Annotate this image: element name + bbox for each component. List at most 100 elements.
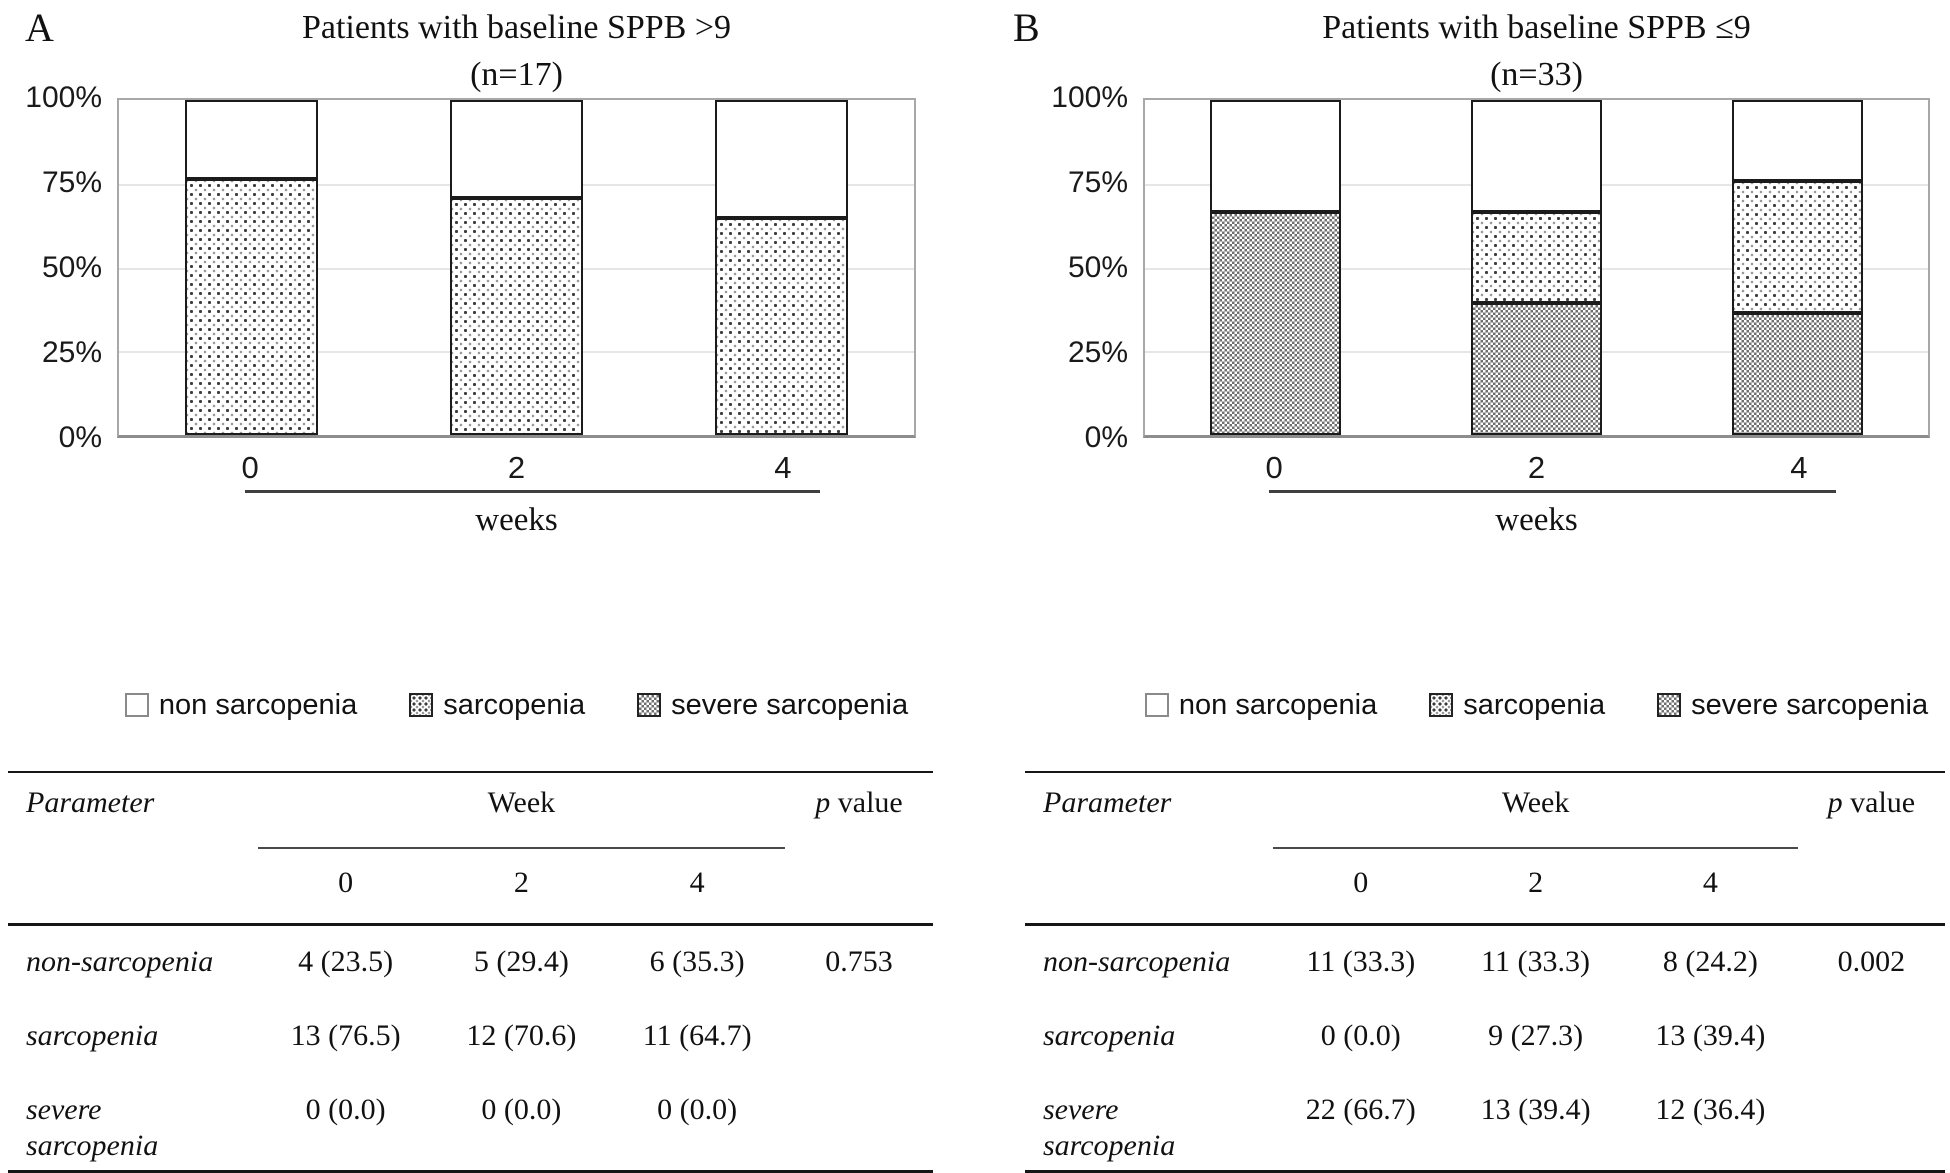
- table-cell: 11 (33.3): [1448, 923, 1623, 1000]
- x-tick: 2: [1527, 450, 1546, 485]
- segment-sarcopenia: [450, 198, 583, 435]
- chart-b-y-axis: 100% 75% 50% 25% 0%: [975, 81, 1143, 454]
- chart-a-bars: [119, 100, 914, 435]
- table-cell: 22 (66.7): [1305, 1093, 1416, 1126]
- stacked-bar-week4: [715, 100, 848, 435]
- table-cell: 0 (0.0): [305, 1093, 386, 1126]
- column-header-parameter: Parameter: [1043, 786, 1172, 819]
- chart-a-plot-area: [117, 98, 916, 438]
- p-value-cell: [785, 1000, 933, 1074]
- segment-severe-sarcopenia: [1732, 313, 1863, 435]
- summary-table-b: Parameter Week p value 0 2 4 non-sarcope…: [1025, 771, 1945, 1173]
- table-row: sarcopenia 13 (76.5) 12 (70.6) 11 (64.7): [8, 1000, 933, 1074]
- empty-header: [785, 848, 933, 925]
- segment-non-sarcopenia: [185, 100, 318, 179]
- y-tick: 25%: [41, 336, 102, 369]
- non-sarcopenia-swatch-icon: [124, 693, 149, 717]
- segment-non-sarcopenia: [715, 100, 848, 219]
- p-value-cell: [1798, 1000, 1945, 1074]
- segment-sarcopenia: [715, 218, 848, 435]
- x-tick: 4: [1790, 450, 1808, 485]
- bar-slot-week0: [119, 100, 384, 435]
- non-sarcopenia-swatch-icon: [1144, 693, 1169, 717]
- sarcopenia-swatch-icon: [1429, 693, 1454, 717]
- chart-a: 100% 75% 50% 25% 0%: [0, 81, 975, 454]
- chart-a-title-line2: (n=17): [470, 56, 563, 93]
- table-cell: 11 (33.3): [1273, 923, 1449, 1000]
- table-row: non-sarcopenia 11 (33.3) 11 (33.3) 8 (24…: [1025, 923, 1945, 1000]
- legend-item-non-sarcopenia: non sarcopenia: [124, 689, 357, 722]
- p-italic: p: [815, 786, 831, 819]
- panel-a-letter: A: [25, 5, 54, 50]
- segment-severe-sarcopenia: [1471, 303, 1602, 435]
- table-row: sarcopenia 0 (0.0) 9 (27.3) 13 (39.4): [1025, 1000, 1945, 1074]
- bar-slot-week4: [1667, 100, 1928, 435]
- week-subheader: 0: [338, 866, 354, 899]
- empty-header: [1798, 848, 1945, 925]
- empty-header: [8, 848, 258, 925]
- severe-sarcopenia-swatch-icon: [1657, 693, 1682, 717]
- week-subheader: 0: [1353, 866, 1369, 899]
- x-axis-rule-wrap: [1143, 490, 1930, 493]
- bar-slot-week2: [1406, 100, 1667, 435]
- chart-b: 100% 75% 50% 25% 0%: [975, 81, 1950, 454]
- p-value-cell: [785, 1074, 933, 1172]
- chart-b-title-line1: Patients with baseline SPPB ≤9: [1322, 9, 1751, 46]
- x-tick: 0: [1265, 450, 1283, 485]
- stacked-bar-week0: [185, 100, 318, 435]
- x-axis-rule-wrap: [117, 490, 916, 493]
- column-header-parameter: Parameter: [26, 786, 155, 819]
- stacked-bar-week2: [1471, 100, 1602, 435]
- y-tick: 75%: [1067, 166, 1128, 199]
- chart-b-plot-area: [1143, 98, 1930, 438]
- legend-label: sarcopenia: [443, 688, 586, 721]
- severe-sarcopenia-swatch-icon: [637, 693, 662, 717]
- y-tick: 25%: [1067, 336, 1128, 369]
- segment-sarcopenia: [185, 178, 318, 435]
- segment-sarcopenia: [1732, 181, 1863, 314]
- chart-a-y-axis: 100% 75% 50% 25% 0%: [0, 81, 117, 454]
- x-tick: 0: [241, 450, 259, 485]
- chart-a-x-axis-title: weeks: [475, 502, 558, 538]
- bar-slot-week2: [384, 100, 649, 435]
- chart-a-title: Patients with baseline SPPB >9 (n=17): [117, 4, 916, 98]
- table-cell: 13 (39.4): [1655, 1019, 1766, 1052]
- p-italic: p: [1827, 786, 1843, 819]
- table-cell: 13 (76.5): [290, 1019, 401, 1052]
- legend-label: severe sarcopenia: [671, 688, 909, 721]
- segment-sarcopenia: [1471, 211, 1602, 303]
- table-row: non-sarcopenia 4 (23.5) 5 (29.4) 6 (35.3…: [8, 923, 933, 1000]
- row-label: severe sarcopenia: [1043, 1093, 1176, 1162]
- chart-a-title-line1: Patients with baseline SPPB >9: [301, 9, 732, 46]
- y-tick: 0%: [58, 421, 102, 454]
- table-cell: 12 (70.6): [466, 1019, 577, 1052]
- bar-slot-week0: [1145, 100, 1406, 435]
- stacked-bar-week2: [450, 100, 583, 435]
- x-tick: 4: [774, 450, 792, 485]
- row-label: sarcopenia: [1043, 1019, 1176, 1052]
- table-row: severe sarcopenia 0 (0.0) 0 (0.0) 0 (0.0…: [8, 1074, 933, 1172]
- table-cell: 9 (27.3): [1488, 1019, 1584, 1052]
- table-cell: 0 (0.0): [1320, 1019, 1401, 1052]
- chart-b-title-line2: (n=33): [1490, 56, 1583, 93]
- panel-b-letter: B: [1013, 5, 1040, 50]
- week-subheader: 2: [1528, 866, 1544, 899]
- chart-b-x-axis-title: weeks: [1495, 502, 1578, 538]
- legend-label: severe sarcopenia: [1691, 688, 1929, 721]
- bar-slot-week4: [649, 100, 914, 435]
- chart-b-bars: [1145, 100, 1928, 435]
- table-cell: 4 (23.5): [257, 923, 434, 1000]
- column-header-p-value: p value: [1798, 772, 1945, 848]
- table-cell: 0 (0.0): [657, 1093, 738, 1126]
- y-tick: 75%: [41, 166, 102, 199]
- column-header-p-value: p value: [785, 772, 933, 848]
- legend-item-sarcopenia: sarcopenia: [409, 689, 585, 722]
- table-cell: 12 (36.4): [1655, 1093, 1766, 1126]
- column-header-week: Week: [1273, 772, 1798, 849]
- p-rest: value: [837, 786, 903, 819]
- legend-item-severe-sarcopenia: severe sarcopenia: [637, 689, 908, 722]
- segment-non-sarcopenia: [1471, 100, 1602, 212]
- panel-a: A Patients with baseline SPPB >9 (n=17) …: [0, 4, 975, 1173]
- table-cell: 8 (24.2): [1622, 923, 1798, 1000]
